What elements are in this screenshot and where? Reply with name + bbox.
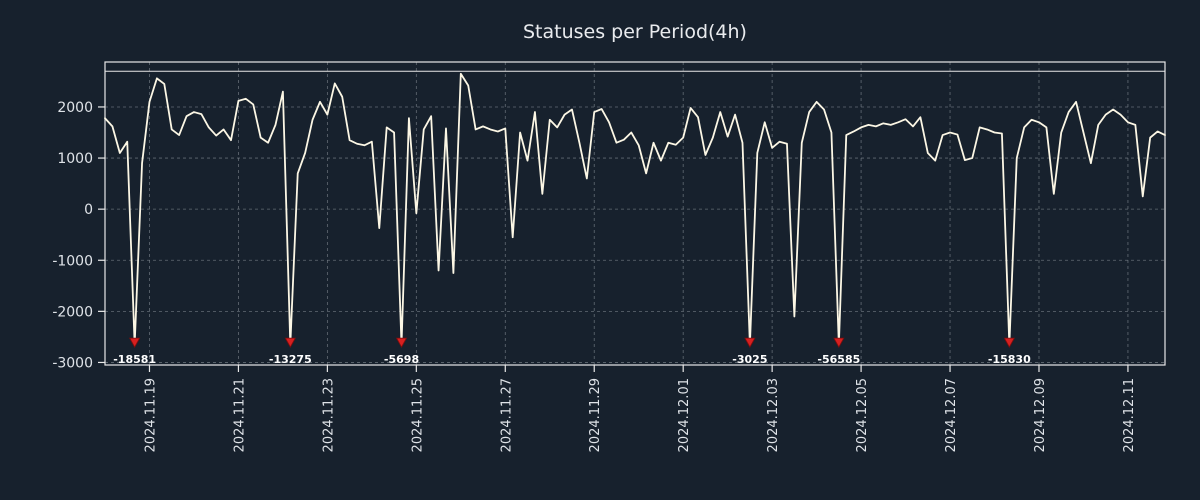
alert-marker-icon: [128, 337, 141, 348]
x-tick-label: 2024.11.25: [410, 378, 425, 452]
plot-border: [104, 61, 1166, 366]
series-line: [104, 72, 1166, 346]
chart-title: Statuses per Period(4h): [523, 21, 747, 43]
alert-marker-icon: [395, 337, 408, 348]
x-tick-label: 2024.11.21: [232, 378, 247, 452]
marker-value-label: -13275: [269, 353, 312, 366]
marker-value-label: -18581: [113, 353, 156, 366]
marker-value-label: -56585: [817, 353, 860, 366]
alert-marker-icon: [833, 337, 845, 348]
x-tick-label: 2024.12.07: [944, 378, 959, 452]
y-tick-label: 1000: [57, 151, 93, 167]
x-tick-label: 2024.12.01: [677, 378, 692, 452]
x-tick-label: 2024.11.19: [143, 378, 158, 452]
alert-marker-icon: [744, 337, 756, 348]
chart-layer: 2000 1000 0 -1000 -2000 -3000 2024.11.19 2024.1…: [52, 61, 1166, 452]
x-tick-label: 2024.11.29: [588, 378, 603, 452]
x-tick-label: 2024.12.09: [1033, 378, 1048, 452]
x-tick-label: 2024.12.11: [1122, 378, 1137, 452]
marker-value-label: -3025: [732, 353, 767, 366]
y-tick-label: 0: [84, 202, 93, 218]
y-tick-label: -3000: [52, 355, 93, 371]
x-tick-label: 2024.11.27: [499, 378, 514, 452]
x-tick-label: 2024.11.23: [321, 378, 336, 452]
alert-marker-icon: [284, 337, 297, 348]
alert-marker-icon: [1003, 337, 1016, 348]
y-tick-label: 2000: [57, 100, 93, 116]
marker-value-label: -15830: [988, 353, 1031, 366]
y-tick-label: -1000: [52, 253, 93, 269]
marker-value-label: -5698: [384, 353, 419, 366]
x-tick-label: 2024.12.03: [766, 378, 781, 452]
y-tick-label: -2000: [52, 304, 93, 320]
x-tick-label: 2024.12.05: [855, 378, 870, 452]
